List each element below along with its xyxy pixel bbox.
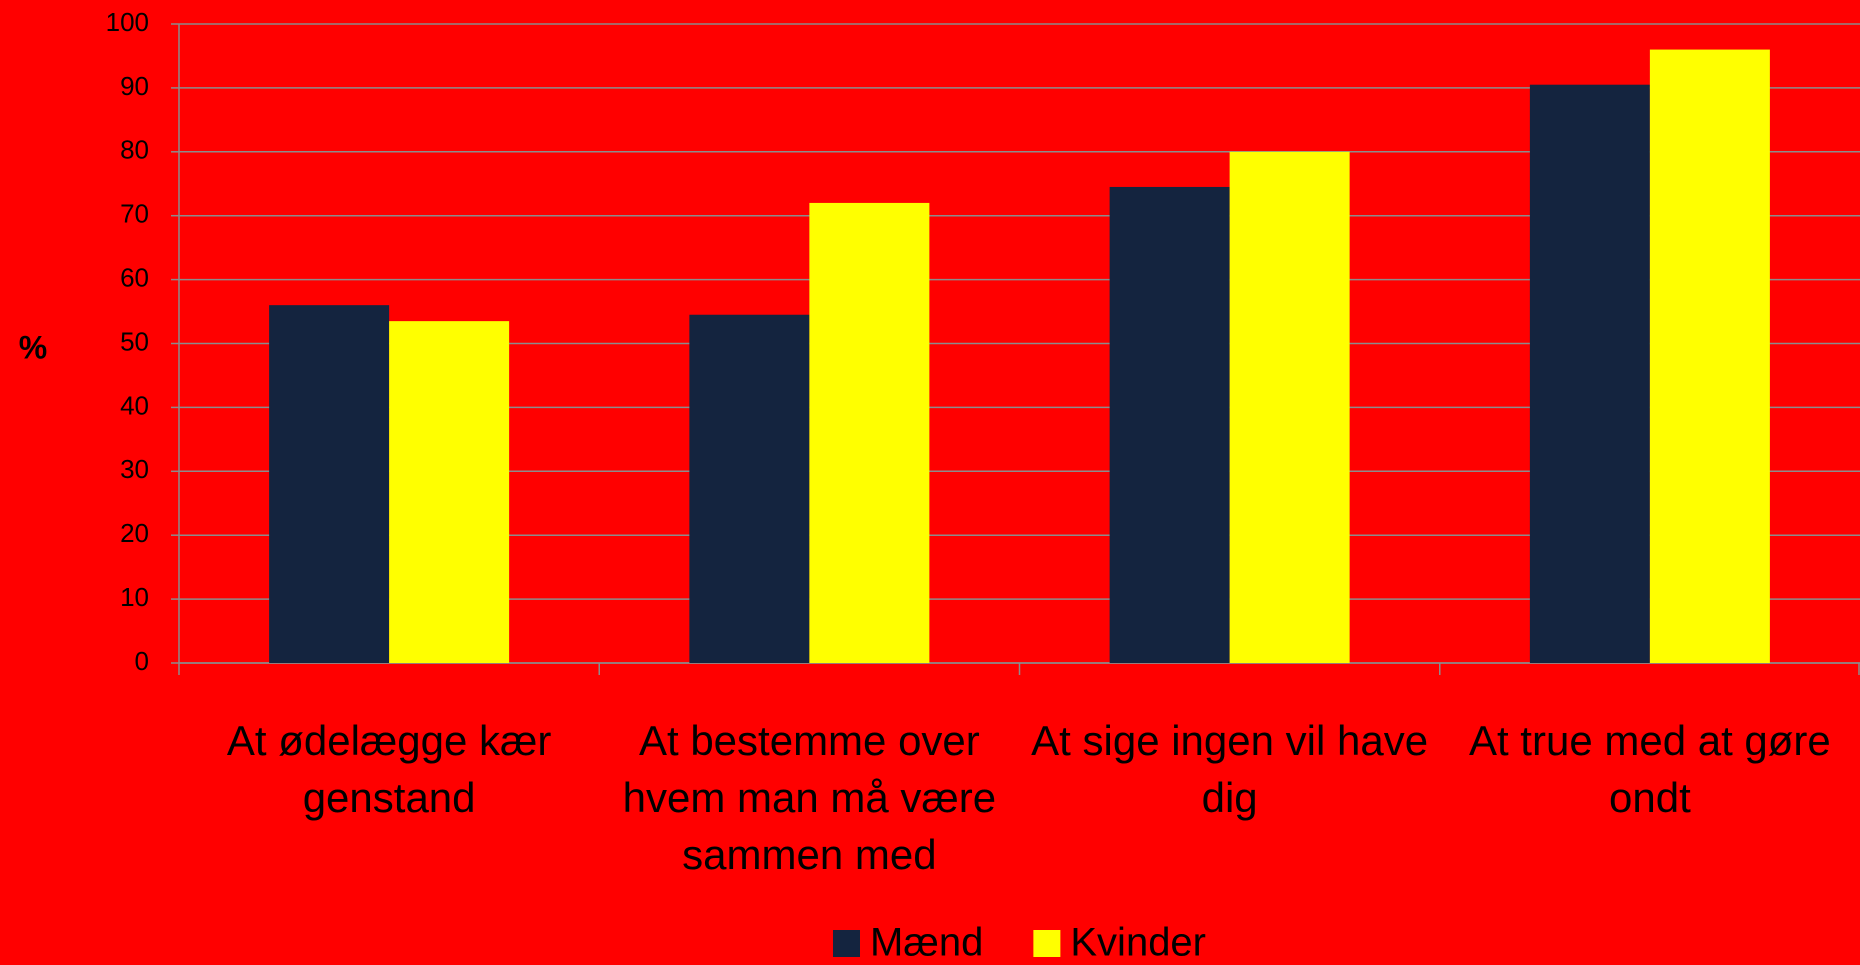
- y-tick-label: 20: [120, 518, 149, 548]
- y-tick-label: 100: [106, 7, 149, 37]
- bar: [269, 305, 390, 663]
- y-tick-label: 40: [120, 390, 149, 420]
- bar: [1529, 84, 1650, 663]
- x-tick-label: At true med at gøre ondt: [1468, 717, 1831, 821]
- bar: [809, 202, 930, 664]
- x-tick-label: At sige ingen vil have dig: [1031, 717, 1429, 821]
- y-tick-label: 90: [120, 71, 149, 101]
- y-axis-label: %: [19, 329, 47, 365]
- y-tick-label: 50: [120, 326, 149, 356]
- bar: [1649, 49, 1770, 664]
- legend-swatch: [1033, 930, 1061, 957]
- bar: [1229, 151, 1350, 664]
- legend-label: Kvinder: [1070, 921, 1206, 965]
- y-tick-label: 80: [120, 135, 149, 165]
- legend-swatch: [832, 930, 860, 957]
- bar: [389, 321, 510, 663]
- y-tick-label: 0: [135, 646, 149, 676]
- legend-label: Mænd: [870, 921, 983, 965]
- x-tick-label: At bestemme over hvem man må være sammen…: [622, 717, 997, 878]
- bar: [1109, 186, 1230, 663]
- y-tick-label: 70: [120, 199, 149, 229]
- y-tick-label: 30: [120, 454, 149, 484]
- bar: [689, 314, 810, 663]
- y-tick-label: 10: [120, 582, 149, 612]
- y-tick-label: 60: [120, 262, 149, 292]
- x-tick-label: At ødelægge kær genstand: [226, 717, 552, 821]
